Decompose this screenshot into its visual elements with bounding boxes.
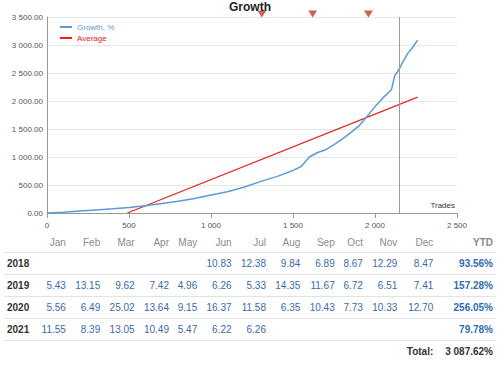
svg-text:1 500.00: 1 500.00 xyxy=(12,125,44,134)
html-text:6.35: 6.35 xyxy=(280,302,301,313)
html-text:6.26: 6.26 xyxy=(212,280,232,291)
svg-text:2 000.00: 2 000.00 xyxy=(12,97,44,106)
html-text:Sep: Sep xyxy=(316,236,335,248)
html-text:256.05%: 256.05% xyxy=(453,302,493,313)
html-text:May: May xyxy=(178,236,198,248)
html-text:Jul: Jul xyxy=(253,236,266,248)
html-text:79.78%: 79.78% xyxy=(459,324,493,335)
html-text:Aug: Aug xyxy=(282,236,301,248)
html-text:5.33: 5.33 xyxy=(246,280,266,291)
html-text:2020: 2020 xyxy=(7,302,30,313)
svg-text:2 500.00: 2 500.00 xyxy=(12,69,44,78)
svg-text:2 500: 2 500 xyxy=(447,221,468,230)
html-text:25.02: 25.02 xyxy=(109,302,135,313)
html-text:6.89: 6.89 xyxy=(315,258,335,269)
svg-text:Trades: Trades xyxy=(430,201,455,210)
html-text:157.28%: 157.28% xyxy=(453,280,493,291)
html-text:10.49: 10.49 xyxy=(144,324,169,335)
html-text:Apr: Apr xyxy=(153,236,169,248)
html-text:13.15: 13.15 xyxy=(75,280,101,291)
html-text:5.56: 5.56 xyxy=(46,302,66,313)
html-text:16.37: 16.37 xyxy=(206,302,232,313)
html-text:6.49: 6.49 xyxy=(80,302,101,313)
svg-text:0: 0 xyxy=(45,221,50,230)
html-text:YTD: YTD xyxy=(473,236,493,248)
html-text:4.96: 4.96 xyxy=(177,280,198,291)
svg-text:500.00: 500.00 xyxy=(19,181,44,190)
html-text:3 087.62%: 3 087.62% xyxy=(445,346,493,357)
html-text:Mar: Mar xyxy=(117,236,135,248)
html-text:6.22: 6.22 xyxy=(212,324,232,335)
svg-text:Growth, %: Growth, % xyxy=(77,23,114,32)
html-text:Jan: Jan xyxy=(49,236,66,248)
html-text:Dec: Dec xyxy=(415,236,434,248)
html-text:14.35: 14.35 xyxy=(275,280,301,291)
html-text:12.70: 12.70 xyxy=(408,302,434,313)
html-text:12.29: 12.29 xyxy=(372,258,398,269)
html-text:6.72: 6.72 xyxy=(343,280,363,291)
html-text:8.47: 8.47 xyxy=(413,258,434,269)
html-text:13.05: 13.05 xyxy=(109,324,135,335)
svg-text:1 000.00: 1 000.00 xyxy=(12,153,44,162)
html-text:9.15: 9.15 xyxy=(177,302,198,313)
svg-text:1 500: 1 500 xyxy=(283,221,304,230)
html-text:6.26: 6.26 xyxy=(246,324,266,335)
html-text:11.67: 11.67 xyxy=(310,280,335,291)
svg-text:3 500.00: 3 500.00 xyxy=(12,13,44,22)
svg-text:2 000: 2 000 xyxy=(365,221,386,230)
html-text:10.33: 10.33 xyxy=(372,302,398,313)
html-text:7.73: 7.73 xyxy=(343,302,363,313)
html-text:9.84: 9.84 xyxy=(280,258,301,269)
html-text:Feb: Feb xyxy=(83,236,101,248)
html-text:9.62: 9.62 xyxy=(115,280,135,291)
html-text:12.38: 12.38 xyxy=(240,258,266,269)
html-text:11.58: 11.58 xyxy=(241,302,266,313)
svg-text:500: 500 xyxy=(122,221,136,230)
html-text:93.56%: 93.56% xyxy=(459,258,493,269)
html-text:Oct: Oct xyxy=(347,236,363,248)
html-text:10.83: 10.83 xyxy=(206,258,232,269)
html-text:8.39: 8.39 xyxy=(80,324,101,335)
html-text:11.55: 11.55 xyxy=(41,324,66,335)
html-text:10.43: 10.43 xyxy=(309,302,335,313)
html-text:2018: 2018 xyxy=(7,258,30,269)
svg-text:0.00: 0.00 xyxy=(27,209,43,218)
html-text:5.43: 5.43 xyxy=(46,280,66,291)
svg-text:3 000.00: 3 000.00 xyxy=(12,41,44,50)
html-text:7.41: 7.41 xyxy=(413,280,434,291)
html-text:5.47: 5.47 xyxy=(177,324,198,335)
svg-text:1 000: 1 000 xyxy=(201,221,222,230)
html-text:2019: 2019 xyxy=(7,280,30,291)
html-text:7.42: 7.42 xyxy=(149,280,169,291)
html-text:8.67: 8.67 xyxy=(343,258,363,269)
html-text:13.64: 13.64 xyxy=(144,302,169,313)
html-text:Jun: Jun xyxy=(215,236,232,248)
html-text:Nov: Nov xyxy=(379,236,398,248)
html-text:6.51: 6.51 xyxy=(377,280,398,291)
html-text:Total:: Total: xyxy=(406,346,434,357)
html-text:2021: 2021 xyxy=(7,324,30,335)
svg-text:Growth: Growth xyxy=(229,0,271,14)
svg-text:Average: Average xyxy=(77,34,107,43)
